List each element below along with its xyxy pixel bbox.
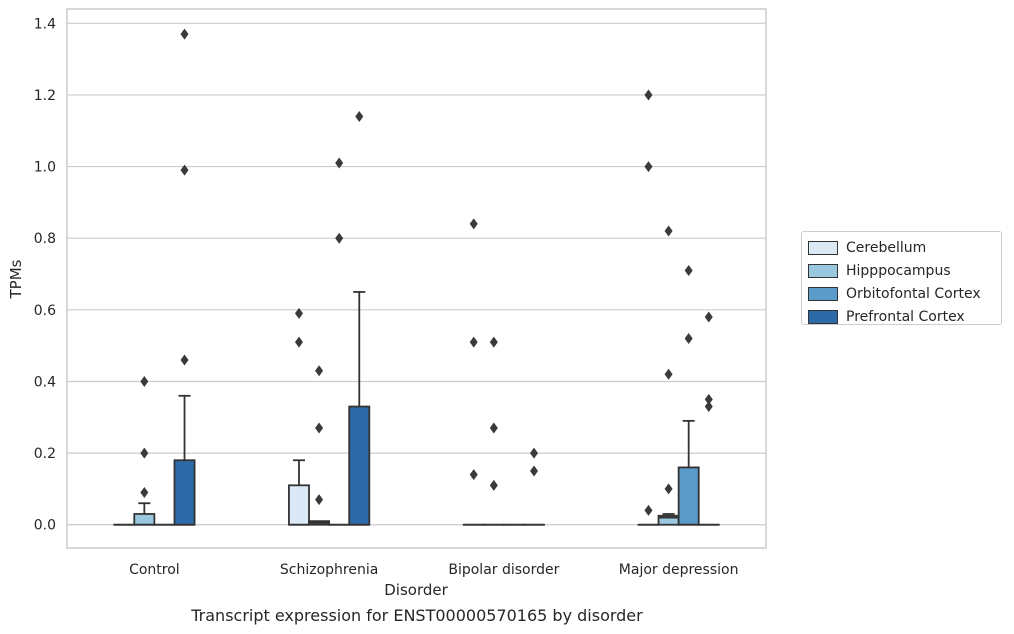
- y-tick-label: 0.6: [34, 303, 56, 319]
- legend-swatch: [808, 263, 838, 278]
- outlier-point: [684, 332, 693, 344]
- outlier-point: [489, 479, 498, 491]
- axis-ticks: 0.0 0.2 0.4 0.6 0.8 1.0 1.2 1.4 Control Schizophr…: [34, 16, 739, 578]
- outlier-point: [469, 218, 478, 230]
- legend-swatch: [808, 286, 838, 301]
- outlier-point: [294, 336, 303, 348]
- box-body: [288, 484, 310, 526]
- y-tick-label: 1.2: [34, 88, 56, 104]
- y-tick-label: 1.4: [34, 16, 56, 32]
- box-3-1: [657, 225, 680, 526]
- legend-label: Prefrontal Cortex: [846, 308, 965, 325]
- outlier-point: [335, 157, 344, 169]
- outlier-point: [140, 375, 149, 387]
- legend-label: Cerebellum: [846, 239, 927, 256]
- box-body: [677, 466, 700, 526]
- x-tick-label: Bipolar disorder: [448, 562, 559, 578]
- x-tick-label: Major depression: [619, 562, 739, 578]
- outlier-point: [180, 354, 189, 366]
- y-tick-label: 0.0: [34, 518, 56, 534]
- outlier-point: [469, 336, 478, 348]
- outlier-point: [294, 307, 303, 319]
- box-2-1: [482, 336, 505, 526]
- outlier-point: [664, 225, 673, 237]
- outlier-point: [644, 89, 653, 101]
- box-2-0: [462, 218, 485, 526]
- outlier-point: [530, 465, 539, 477]
- y-tick-label: 0.4: [34, 374, 56, 390]
- outlier-point: [644, 161, 653, 173]
- box-1-2: [328, 157, 351, 526]
- chart-caption: Transcript expression for ENST0000057016…: [191, 606, 643, 625]
- legend-item-prefrontal-cortex: Prefrontal Cortex: [808, 305, 1001, 328]
- box-1-1: [308, 365, 331, 526]
- legend-label: Orbitofontal Cortex: [846, 285, 981, 302]
- box-0-1: [133, 375, 156, 526]
- outlier-point: [315, 422, 324, 434]
- box-3-3: [697, 311, 720, 526]
- outlier-point: [355, 110, 364, 122]
- outlier-point: [664, 368, 673, 380]
- x-axis-label: Disorder: [384, 581, 448, 599]
- y-axis-label: TPMs: [7, 259, 25, 299]
- legend-item-cerebellum: Cerebellum: [808, 236, 1001, 259]
- outlier-point: [644, 504, 653, 516]
- box-1-0: [288, 307, 310, 526]
- outlier-point: [315, 494, 324, 506]
- box-body: [348, 405, 371, 526]
- plot-area-frame: [66, 8, 767, 549]
- legend-label: Hipppocampus: [846, 262, 951, 279]
- outlier-point: [704, 401, 713, 413]
- legend-item-orbitofrontal-cortex: Orbitofontal Cortex: [808, 282, 1001, 305]
- outlier-point: [140, 447, 149, 459]
- outlier-point: [140, 486, 149, 498]
- outlier-point: [684, 264, 693, 276]
- outlier-point: [704, 393, 713, 405]
- y-tick-label: 0.2: [34, 446, 56, 462]
- legend-item-hippocampus: Hipppocampus: [808, 259, 1001, 282]
- x-tick-label: Control: [129, 562, 180, 578]
- outlier-point: [315, 365, 324, 377]
- boxes: [113, 28, 720, 526]
- box-0-3: [173, 28, 196, 526]
- legend-swatch: [808, 240, 838, 255]
- box-body: [133, 513, 156, 526]
- outlier-point: [180, 28, 189, 40]
- y-tick-label: 1.0: [34, 160, 56, 176]
- outlier-point: [489, 422, 498, 434]
- x-tick-label: Schizophrenia: [280, 562, 378, 578]
- legend: Cerebellum Hipppocampus Orbitofontal Cor…: [801, 231, 1002, 325]
- outlier-point: [335, 232, 344, 244]
- outlier-point: [180, 164, 189, 176]
- gridlines: [67, 22, 766, 526]
- legend-swatch: [808, 309, 838, 324]
- outlier-point: [489, 336, 498, 348]
- box-3-0: [637, 89, 660, 526]
- outlier-point: [664, 483, 673, 495]
- box-3-2: [677, 264, 700, 526]
- outlier-point: [530, 447, 539, 459]
- box-1-3: [348, 110, 371, 526]
- outlier-point: [704, 311, 713, 323]
- box-body: [173, 459, 196, 526]
- box-2-3: [523, 447, 545, 526]
- y-tick-label: 0.8: [34, 231, 56, 247]
- outlier-point: [469, 469, 478, 481]
